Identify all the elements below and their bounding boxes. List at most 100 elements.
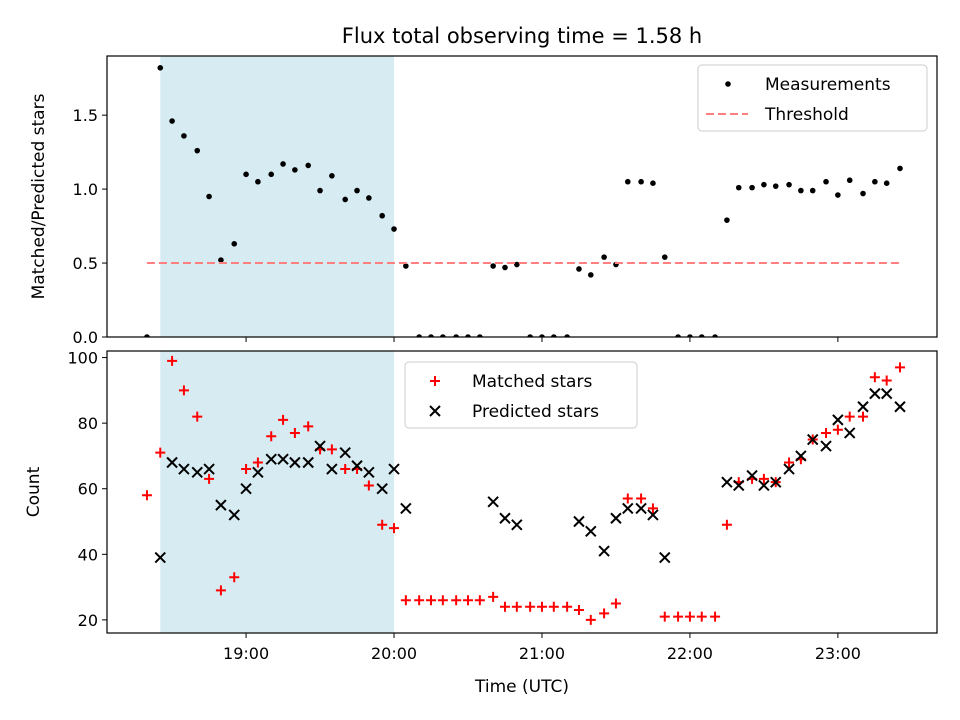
predicted-stars-point: [832, 414, 844, 426]
measurement-point: [601, 254, 607, 260]
matched-stars-point: [363, 480, 374, 491]
predicted-stars-point: [166, 456, 178, 469]
measurement-point: [587, 272, 594, 278]
predicted-stars-point: [289, 456, 301, 469]
predicted-stars-point: [277, 453, 289, 465]
predicted-stars-point: [844, 427, 856, 439]
matched-stars-point: [155, 447, 166, 458]
predicted-stars-point: [770, 476, 782, 488]
matched-stars-point: [844, 411, 855, 422]
predicted-stars-point: [499, 512, 511, 524]
predicted-stars-point: [215, 499, 227, 511]
legend-label: Predicted stars: [472, 402, 599, 422]
y-axis-label: Matched/Predicted stars: [29, 93, 49, 299]
legend: Matched stars Predicted stars: [404, 361, 638, 429]
matched-stars-point: [784, 457, 795, 468]
measurement-point: [798, 187, 804, 194]
matched-stars-point: [426, 595, 437, 606]
matched-stars-point: [573, 605, 584, 616]
matched-stars-point: [622, 493, 633, 504]
matched-stars-point: [192, 411, 203, 422]
measurement-point: [465, 334, 471, 337]
measurement-point: [661, 254, 668, 260]
measurement-point: [835, 192, 841, 198]
predicted-stars-point: [351, 460, 363, 472]
matched-stars-point: [303, 421, 314, 432]
measurement-point: [428, 334, 434, 337]
predicted-stars-point: [758, 479, 770, 492]
matched-stars-point: [710, 611, 721, 622]
figure-title: Flux total observing time = 1.58 h: [342, 24, 702, 48]
matched-stars-point: [673, 611, 684, 622]
predicted-stars-point: [795, 450, 807, 462]
predicted-stars-point: [635, 502, 647, 515]
measurement-point: [280, 161, 286, 167]
matched-stars-point: [141, 490, 152, 501]
matched-stars-point: [326, 444, 337, 455]
measurement-point: [761, 181, 767, 188]
matched-stars-point: [721, 519, 732, 530]
legend-label: Threshold: [764, 105, 849, 125]
measurement-point: [342, 196, 348, 203]
measurement-point: [366, 195, 372, 201]
legend-label: Matched stars: [472, 372, 592, 392]
measurement-point: [624, 178, 631, 185]
measurement-point: [675, 334, 681, 337]
measurement-point: [268, 171, 275, 178]
predicted-stars-point: [363, 466, 375, 479]
measurement-point: [846, 177, 853, 184]
matched-stars-point: [215, 585, 226, 596]
matched-stars-point: [474, 595, 485, 606]
measurement-point: [564, 334, 570, 337]
matched-stars-point: [451, 595, 462, 606]
predicted-stars-point: [647, 509, 659, 521]
y-tick-label: 60: [78, 480, 98, 499]
predicted-stars-point: [154, 551, 166, 564]
measurement-point: [231, 241, 238, 247]
matched-stars-point: [511, 601, 522, 612]
predicted-stars-point: [511, 519, 523, 531]
predicted-stars-point: [783, 463, 795, 475]
matched-stars-point: [278, 414, 289, 425]
matched-stars-point: [684, 611, 695, 622]
y-tick-label: 80: [78, 414, 98, 433]
measurement-point: [650, 180, 656, 186]
predicted-stars-point: [265, 453, 277, 465]
predicted-stars-point: [659, 551, 671, 564]
measurement-point: [872, 178, 878, 185]
measurement-point: [305, 162, 312, 169]
measurement-point: [883, 180, 890, 186]
observing-window-span: [160, 56, 395, 337]
matched-stars-point: [659, 611, 670, 622]
legend-label: Measurements: [765, 75, 891, 95]
x-axis-label: Time (UTC): [474, 677, 569, 697]
measurement-point: [194, 147, 201, 154]
y-tick-label: 40: [78, 545, 98, 564]
y-tick-label: 1.5: [73, 106, 98, 125]
measurement-point: [329, 172, 335, 179]
matched-stars-point: [400, 595, 411, 606]
measurement-point: [477, 334, 483, 337]
counts-panel: 20 40 60 80 100 19:00 20:00 21:00 22:00 23:00 Coun…: [24, 349, 938, 663]
predicted-stars-point: [585, 525, 597, 538]
legend-box: [404, 361, 638, 429]
measurement-point: [354, 187, 360, 194]
measurement-point: [897, 165, 903, 172]
measurement-point: [453, 334, 459, 337]
predicted-stars-point: [857, 401, 869, 413]
matched-stars-point: [389, 523, 400, 534]
measurement-point: [403, 263, 409, 269]
matched-stars-point: [832, 424, 843, 435]
measurement-point: [551, 334, 557, 337]
predicted-stars-point: [598, 545, 610, 557]
measurement-point: [823, 178, 829, 185]
matched-stars-point: [178, 385, 189, 396]
matched-stars-point: [204, 473, 215, 484]
measurement-point: [772, 183, 779, 189]
predicted-stars-point: [400, 502, 412, 515]
legend: Measurements Threshold: [697, 64, 928, 132]
measurement-point: [181, 133, 187, 139]
matched-stars-point: [377, 519, 388, 530]
matched-stars-point: [499, 601, 510, 612]
